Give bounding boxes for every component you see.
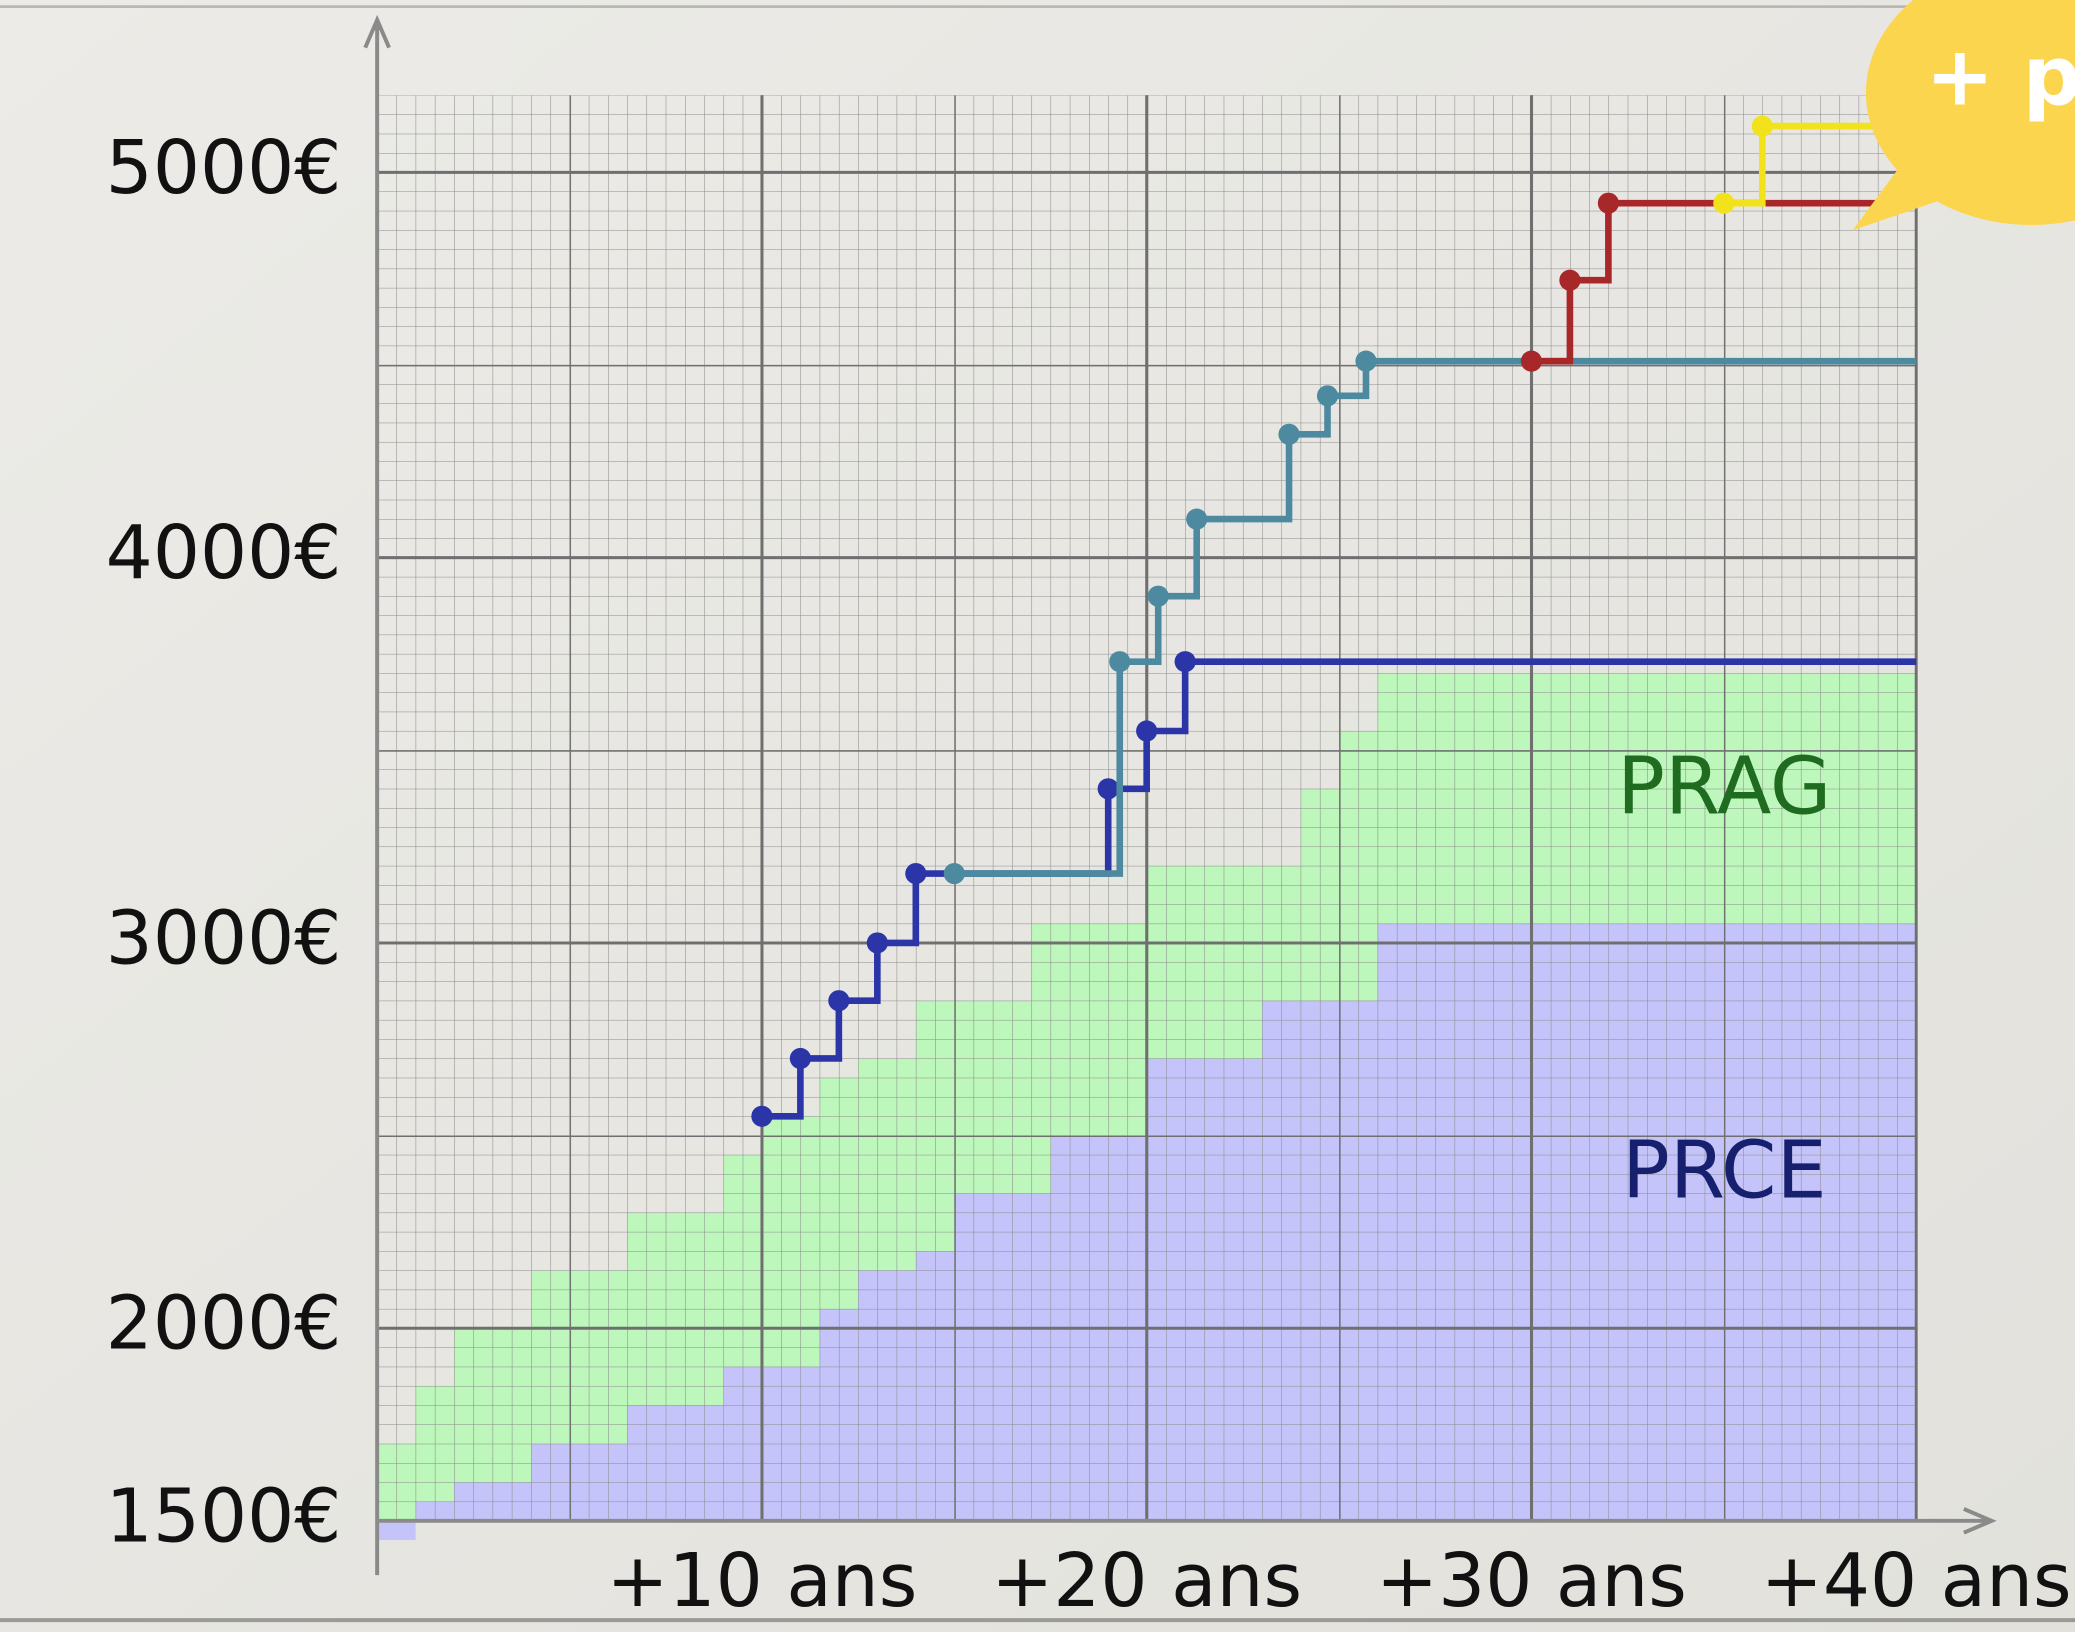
area-label: PRCE	[1622, 1123, 1827, 1216]
callout: + p	[1852, 0, 2075, 231]
x-tick-label: +20 ans	[991, 1538, 1302, 1624]
step-point	[1278, 423, 1300, 445]
y-tick-label: 2000€	[106, 1281, 342, 1367]
step-line	[761, 658, 1917, 1120]
y-tick-label: 4000€	[106, 510, 342, 596]
area-step	[377, 1520, 416, 1541]
y-tick-label: 3000€	[106, 895, 342, 981]
step-point	[1316, 385, 1339, 407]
step-point	[789, 1047, 811, 1070]
step-point	[1355, 350, 1377, 372]
step-point	[1147, 585, 1169, 607]
step-point	[1097, 778, 1119, 800]
step-point	[943, 862, 965, 885]
step-point	[1751, 115, 1773, 137]
lines	[751, 115, 1917, 1127]
x-axis	[377, 1507, 1997, 1535]
step-point	[1713, 192, 1735, 214]
step-line	[1723, 122, 1917, 207]
y-axis	[363, 14, 391, 1576]
y-tick-label: 1500€	[106, 1473, 342, 1559]
ticks: 1500€ 2000€ 3000€ 4000€ 5000€ +10 ans +20 ans +…	[106, 95, 2072, 1624]
step-point	[828, 990, 850, 1012]
step-point	[1109, 651, 1131, 673]
x-tick-label: +10 ans	[606, 1538, 917, 1624]
step-point	[1559, 269, 1581, 291]
callout-bubble	[1865, 0, 2075, 225]
step-point	[1597, 192, 1619, 214]
step-point	[1136, 720, 1158, 742]
y-tick-label: 5000€	[106, 125, 342, 211]
step-point	[866, 932, 888, 954]
step-point	[751, 1105, 773, 1127]
x-tick-label: +30 ans	[1376, 1538, 1687, 1624]
step-point	[1186, 508, 1208, 530]
step-line	[1531, 199, 1917, 365]
step-point	[1174, 651, 1196, 673]
annotation: + p	[1925, 30, 2075, 125]
area-label: PRAG	[1617, 739, 1831, 832]
step-point	[905, 862, 927, 885]
step-point	[1520, 350, 1543, 372]
x-tick-label: +40 ans	[1761, 1538, 2072, 1624]
